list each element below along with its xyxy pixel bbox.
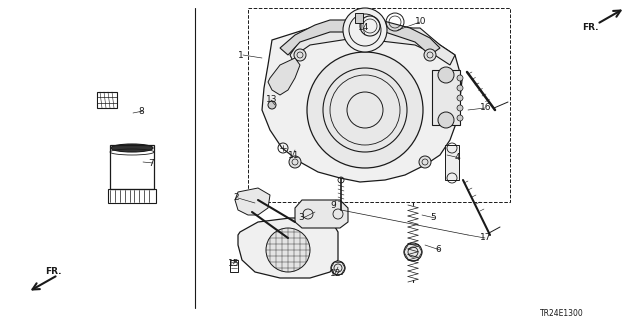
Circle shape	[457, 115, 463, 121]
Polygon shape	[280, 20, 440, 55]
Circle shape	[404, 243, 422, 261]
Ellipse shape	[111, 144, 153, 152]
Circle shape	[438, 67, 454, 83]
Polygon shape	[290, 28, 455, 65]
Text: 2: 2	[233, 194, 239, 203]
Bar	[110, 145, 154, 189]
Bar	[355, 13, 363, 23]
Text: 1: 1	[238, 51, 244, 60]
Text: 15: 15	[228, 260, 239, 268]
Circle shape	[457, 105, 463, 111]
Circle shape	[343, 8, 387, 52]
Text: 13: 13	[266, 95, 278, 105]
Text: TR24E1300: TR24E1300	[540, 308, 584, 317]
Bar	[445, 145, 459, 180]
Text: 14: 14	[358, 23, 369, 33]
Text: 5: 5	[430, 213, 436, 222]
Polygon shape	[235, 188, 270, 215]
Polygon shape	[238, 218, 338, 278]
Circle shape	[457, 75, 463, 81]
Polygon shape	[295, 200, 348, 228]
Text: 8: 8	[138, 107, 144, 116]
Text: 9: 9	[330, 201, 336, 210]
Circle shape	[289, 156, 301, 168]
Circle shape	[307, 52, 423, 168]
Circle shape	[266, 228, 310, 272]
Text: FR.: FR.	[45, 268, 61, 276]
Text: 12: 12	[330, 269, 341, 278]
Text: 3: 3	[298, 213, 304, 222]
Circle shape	[294, 49, 306, 61]
Text: 10: 10	[415, 18, 426, 27]
Text: FR.: FR.	[582, 23, 598, 33]
Text: 6: 6	[435, 245, 441, 254]
Circle shape	[438, 112, 454, 128]
Circle shape	[457, 95, 463, 101]
Text: 7: 7	[148, 158, 154, 167]
Circle shape	[419, 156, 431, 168]
Bar	[230, 260, 238, 272]
Bar	[108, 189, 156, 203]
Bar	[248, 8, 510, 202]
Text: 4: 4	[455, 154, 461, 163]
Polygon shape	[262, 20, 462, 182]
Bar	[97, 92, 117, 108]
Circle shape	[331, 261, 345, 275]
Text: 11: 11	[288, 150, 300, 159]
Polygon shape	[268, 58, 300, 95]
Circle shape	[457, 85, 463, 91]
Circle shape	[424, 49, 436, 61]
Bar	[98, 97, 116, 103]
Text: 16: 16	[480, 103, 492, 113]
Bar	[432, 70, 460, 125]
Text: 17: 17	[480, 234, 492, 243]
Circle shape	[268, 101, 276, 109]
